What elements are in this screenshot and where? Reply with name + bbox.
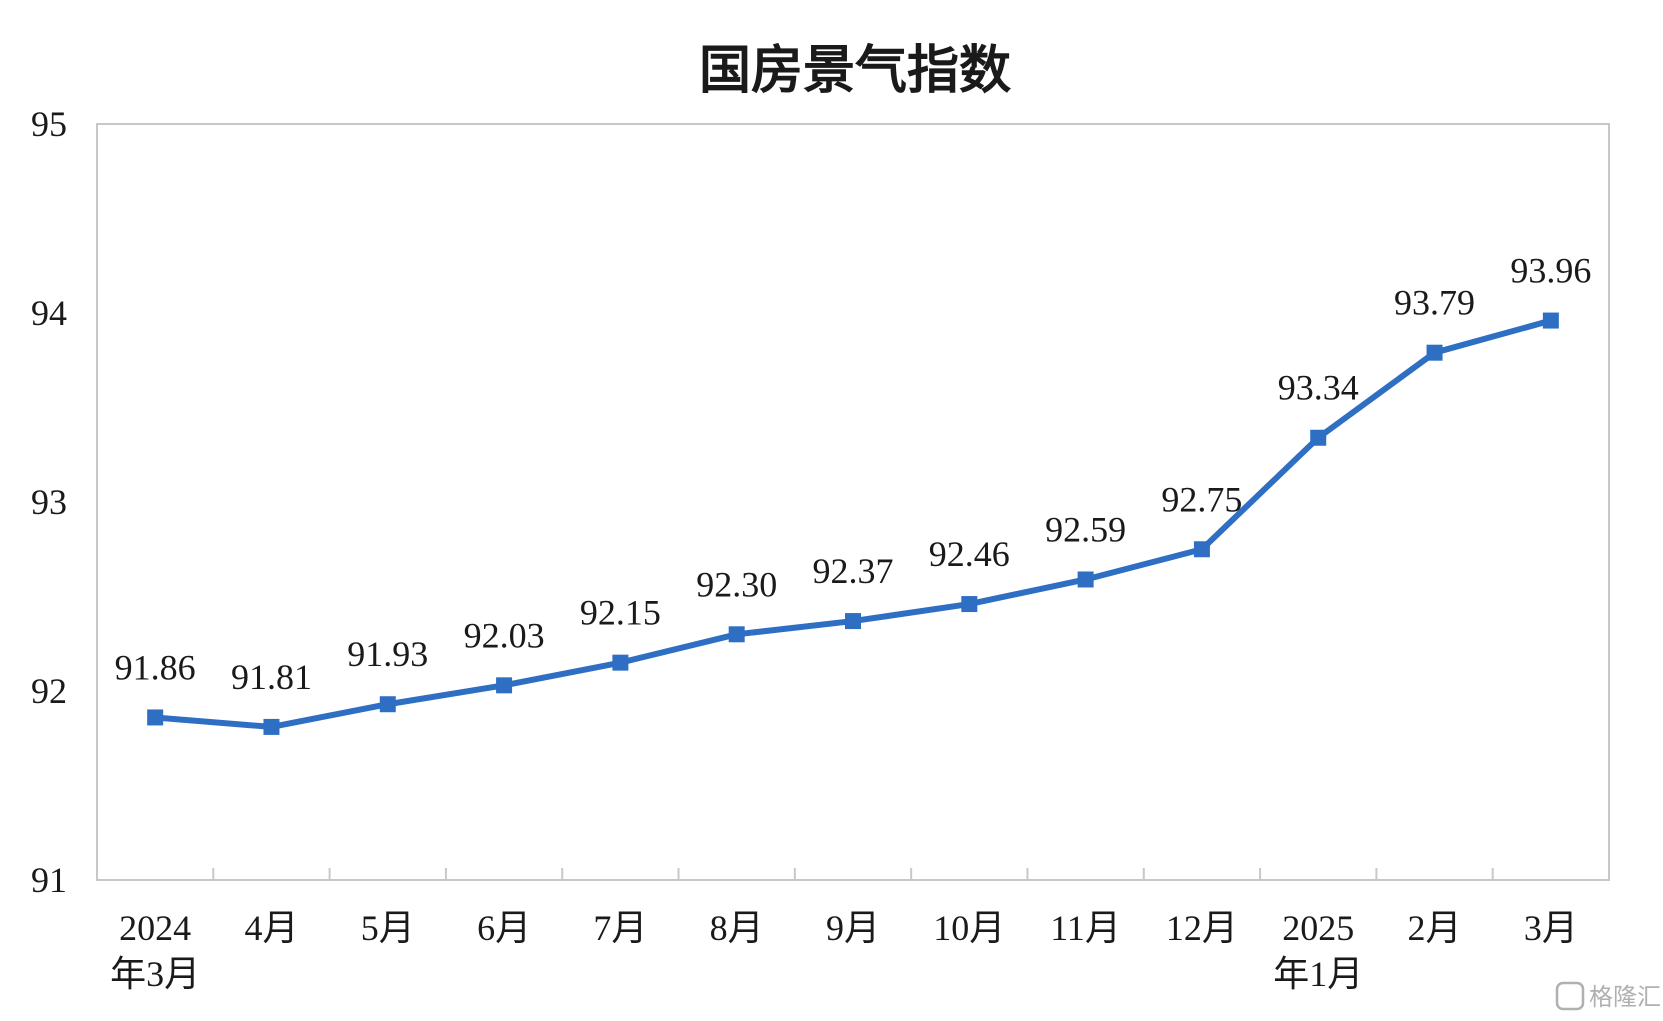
data-point-marker [263,718,280,735]
data-label: 91.81 [231,657,312,697]
data-label: 93.34 [1278,368,1359,408]
data-label: 92.37 [813,551,894,591]
x-tick-label: 11月 [1050,908,1121,948]
data-point-marker [1193,541,1210,558]
data-label: 92.30 [696,564,777,604]
data-point-marker [1426,344,1443,361]
data-label: 92.03 [464,615,545,655]
data-label: 91.93 [347,634,428,674]
x-tick-label: 2024 年3月 [110,908,200,994]
x-tick-label: 4月 [244,908,298,948]
watermark-text: 格隆汇 [1589,983,1661,1011]
x-tick-label: 5月 [361,908,415,948]
data-point-marker [1542,312,1559,329]
x-tick-label: 7月 [593,908,647,948]
data-point-marker [496,677,513,694]
y-tick-label: 91 [31,860,67,900]
axis-ticks: 91 92 93 94 95 2024 年3月 4月 5月 6月 7月 8月 9月 10月 11月 12月 20… [31,104,1578,994]
data-point-marker [1077,571,1094,588]
watermark-logo-icon [1555,981,1585,1011]
data-point-marker [379,696,396,713]
x-tick-label: 2月 [1408,908,1462,948]
data-point-marker [147,709,164,726]
data-label: 93.96 [1510,251,1591,291]
data-label: 92.59 [1045,509,1126,549]
x-tick-label: 12月 [1166,908,1238,948]
data-point-marker [845,613,861,630]
data-label-layer: 91.86 91.81 91.93 92.03 92.15 92.30 92.37 92.46… [115,251,1592,697]
x-tick-label: 9月 [826,908,880,948]
x-tick-label: 6月 [477,908,531,948]
data-point-marker [612,654,629,671]
data-label: 92.75 [1161,479,1242,519]
x-tick-label: 2025 年1月 [1273,908,1363,994]
y-tick-label: 93 [31,482,67,522]
data-label: 92.46 [929,534,1010,574]
x-tick-label: 10月 [933,908,1005,948]
data-label: 91.86 [115,647,196,687]
data-point-marker [728,626,745,643]
marker-layer [147,312,1559,735]
y-tick-label: 92 [31,671,67,711]
y-tick-label: 94 [31,293,67,333]
data-point-marker [1310,429,1327,446]
watermark: 格隆汇 [1555,981,1661,1011]
data-label: 93.79 [1394,283,1475,323]
data-label: 92.15 [580,593,661,633]
y-tick-label: 95 [31,104,67,144]
chart-title: 国房景气指数 [699,41,1011,101]
plot-frame [96,123,1610,881]
x-tick-label: 8月 [710,908,764,948]
data-point-marker [961,596,978,613]
x-tick-label: 3月 [1524,908,1578,948]
